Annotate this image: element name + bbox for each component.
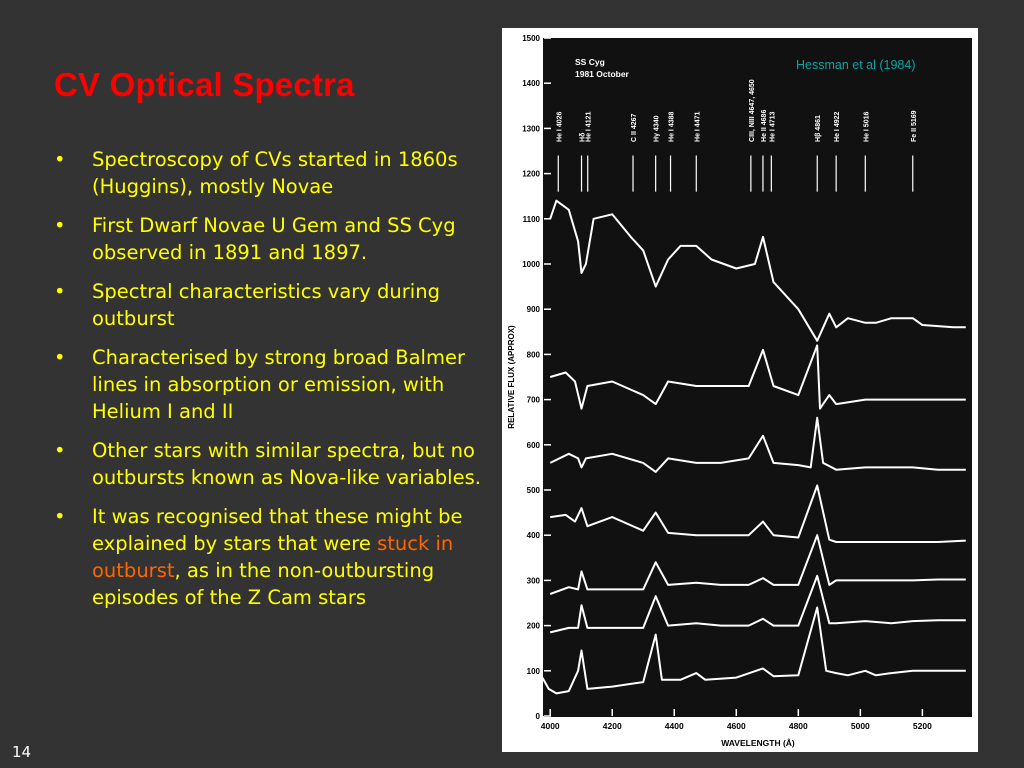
figure-credit: Hessman et al (1984) (796, 58, 916, 72)
bullet-text-post: , as in the non-outbursting episodes of … (92, 559, 435, 609)
bullet-text: It was recognised that these might be ex… (92, 505, 463, 609)
line-id-label: He II 4686 (761, 110, 768, 142)
bullet-marker: • (54, 280, 66, 303)
bullet-item: • Other stars with similar spectra, but n… (54, 437, 490, 491)
spectrum-line-4 (550, 484, 966, 543)
bullet-item: • Characterised by strong broad Balmer li… (54, 344, 490, 425)
line-id-label: Fe II 5169 (911, 110, 918, 142)
bullet-marker: • (54, 505, 66, 528)
x-tick-label: 5000 (851, 721, 870, 731)
bullet-item: • First Dwarf Novae U Gem and SS Cyg obse… (54, 212, 490, 266)
bullet-text-pre: It was recognised that these might be ex… (92, 505, 463, 555)
y-tick-label: 200 (527, 622, 541, 631)
line-id-label: He I 4026 (556, 111, 563, 141)
y-tick-label: 600 (527, 441, 541, 450)
y-tick-label: 1100 (523, 215, 541, 224)
y-tick-label: 1400 (522, 79, 540, 88)
spectrum-line-2 (549, 344, 966, 410)
y-tick-label: 100 (527, 667, 541, 676)
y-tick-label: 1000 (522, 260, 540, 269)
spectrum-line-3 (549, 416, 966, 473)
bullet-text: Spectroscopy of CVs started in 1860s (Hu… (92, 148, 458, 198)
bullet-text: Spectral characteristics vary during out… (92, 280, 440, 330)
line-id-label: He I 4388 (669, 111, 676, 141)
x-tick-label: 4000 (541, 721, 560, 731)
y-tick-label: 300 (527, 576, 541, 585)
x-tick-label: 4800 (789, 721, 808, 731)
bullet-marker: • (54, 214, 66, 237)
x-tick-label: 5200 (913, 721, 932, 731)
x-tick-label: 4400 (665, 721, 684, 731)
line-id-label: Hδ (580, 133, 587, 142)
spectrum-line-7 (541, 606, 966, 695)
bullet-marker: • (54, 439, 66, 462)
slide-title: CV Optical Spectra (54, 66, 355, 103)
bullet-list: • Spectroscopy of CVs started in 1860s (H… (54, 146, 490, 623)
y-tick-label: 0 (536, 712, 541, 721)
bullet-text: Other stars with similar spectra, but no… (92, 439, 481, 489)
line-id-label: He I 4471 (694, 111, 701, 141)
line-id-label: CIII, NIII 4647, 4650 (749, 79, 756, 142)
y-tick-label: 400 (527, 531, 541, 540)
line-id-label: He I 4121 (586, 111, 593, 141)
bullet-item: • It was recognised that these might be e… (54, 503, 490, 611)
y-axis-title: RELATIVE FLUX (APPROX) (507, 325, 516, 429)
bullet-text: First Dwarf Novae U Gem and SS Cyg obser… (92, 214, 456, 264)
spectrum-line-5 (549, 534, 966, 595)
y-tick-label: 1300 (522, 124, 540, 133)
line-id-label: He I 5016 (863, 111, 870, 141)
plot-area (544, 38, 972, 716)
spectrum-line-1 (549, 199, 966, 342)
bullet-item: • Spectroscopy of CVs started in 1860s (H… (54, 146, 490, 200)
x-tick-label: 4200 (603, 721, 622, 731)
y-tick-label: 1200 (522, 170, 540, 179)
figure-label: SS Cyg (575, 57, 605, 67)
bullet-marker: • (54, 148, 66, 171)
line-id-label: He I 4922 (834, 111, 841, 141)
figure-label: 1981 October (575, 69, 630, 79)
spectra-chart: 0 100 200 300 400 500 600 700 800 900 1000 1100 1200… (507, 34, 972, 748)
bullet-text: Characterised by strong broad Balmer lin… (92, 346, 465, 423)
y-tick-label: 1500 (522, 34, 540, 43)
y-tick-label: 800 (527, 350, 541, 359)
spectrum-line-6 (549, 574, 966, 634)
x-tick-label: 4600 (727, 721, 746, 731)
bullet-marker: • (54, 346, 66, 369)
y-tick-label: 700 (527, 396, 541, 405)
line-id-label: C II 4267 (631, 113, 638, 142)
y-tick-label: 500 (527, 486, 541, 495)
y-tick-label: 900 (527, 305, 541, 314)
spectra-figure: 0 100 200 300 400 500 600 700 800 900 1000 1100 1200… (502, 28, 978, 752)
x-axis-title: WAVELENGTH (Å) (721, 738, 795, 748)
line-id-label: Hγ 4340 (654, 115, 661, 142)
line-id-label: Hβ 4861 (815, 115, 822, 142)
page-number: 14 (12, 743, 32, 761)
bullet-item: • Spectral characteristics vary during ou… (54, 278, 490, 332)
highlight-text: stuck in outburst (92, 532, 454, 582)
line-id-label: He I 4713 (769, 111, 776, 141)
